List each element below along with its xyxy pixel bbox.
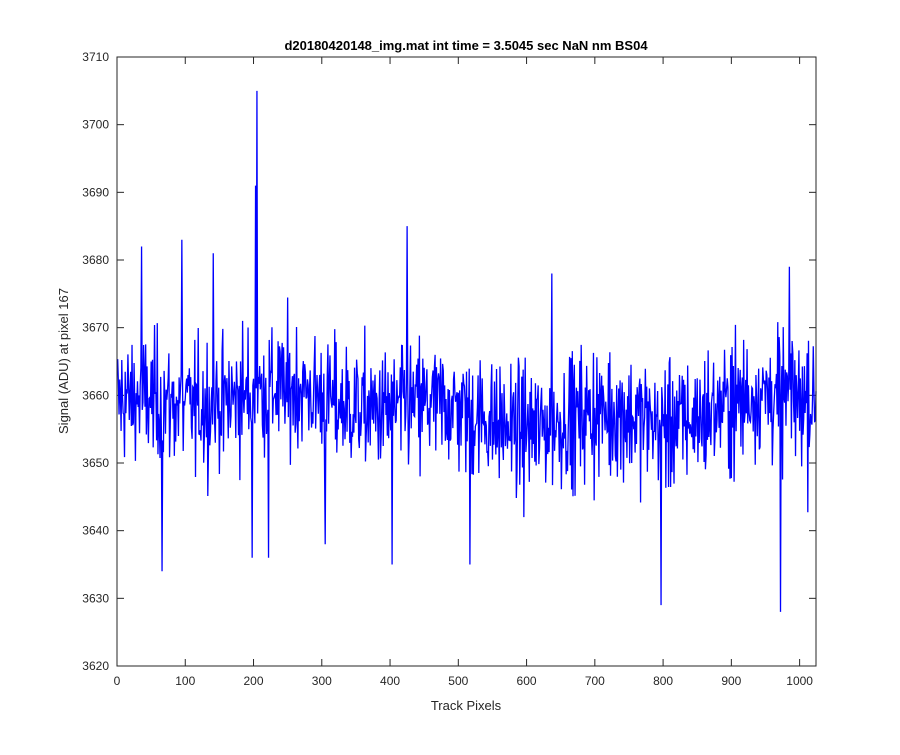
y-tick-label: 3710 <box>82 50 109 64</box>
x-tick-label: 500 <box>448 674 468 688</box>
x-axis-label: Track Pixels <box>431 698 502 713</box>
y-tick-label: 3650 <box>82 456 109 470</box>
x-tick-label: 0 <box>114 674 121 688</box>
x-tick-label: 600 <box>517 674 537 688</box>
x-tick-label: 800 <box>653 674 673 688</box>
y-tick-label: 3690 <box>82 185 109 199</box>
y-tick-label: 3680 <box>82 253 109 267</box>
x-tick-label: 100 <box>175 674 195 688</box>
x-tick-label: 300 <box>312 674 332 688</box>
axes-box <box>116 56 817 667</box>
y-axis-label: Signal (ADU) at pixel 167 <box>56 288 71 434</box>
plot-area-background <box>117 57 816 666</box>
x-tick-label: 400 <box>380 674 400 688</box>
x-tick-label: 200 <box>244 674 264 688</box>
y-tick-label: 3660 <box>82 388 109 402</box>
y-tick-label: 3620 <box>82 659 109 673</box>
x-tick-label: 1000 <box>786 674 813 688</box>
x-tick-label: 900 <box>721 674 741 688</box>
series-layer <box>117 90 817 612</box>
x-tick-label: 700 <box>585 674 605 688</box>
chart-title: d20180420148_img.mat int time = 3.5045 s… <box>284 38 648 53</box>
y-tick-label: 3700 <box>82 118 109 132</box>
y-tick-label: 3640 <box>82 524 109 538</box>
y-tick-label: 3630 <box>82 591 109 605</box>
y-tick-label: 3670 <box>82 321 109 335</box>
x-axis-ticks: 0 100 200 300 400 500 600 700 800 900 1000 <box>114 57 813 688</box>
y-axis-ticks: 3620 3630 3640 3650 3660 3670 3680 3690 3700 3710 <box>82 50 816 673</box>
signal-series-line <box>117 90 817 612</box>
